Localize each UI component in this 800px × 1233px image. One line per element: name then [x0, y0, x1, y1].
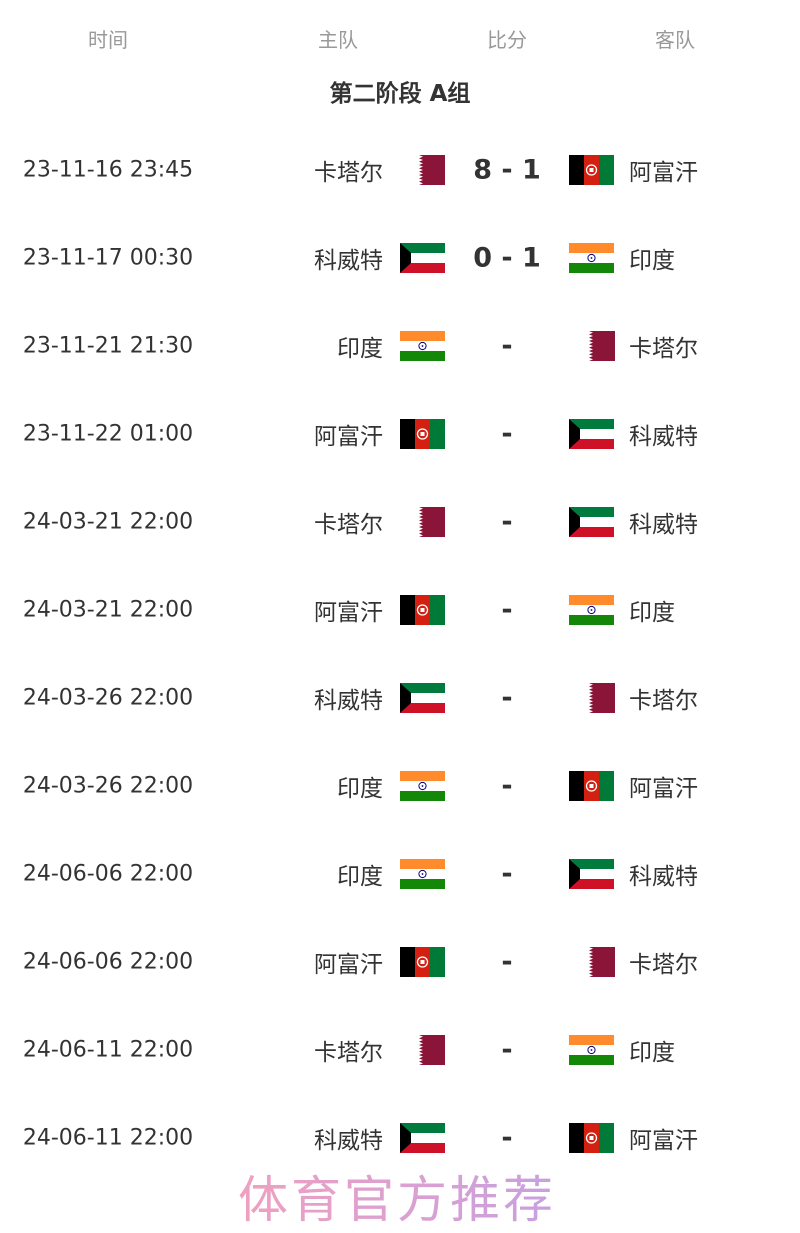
match-score: - [501, 330, 513, 362]
india-flag-icon [400, 771, 445, 801]
match-time: 24-03-26 22:00 [22, 685, 194, 711]
header-score: 比分 [487, 28, 527, 52]
match-time: 24-06-11 22:00 [22, 1125, 194, 1151]
qatar-flag-icon [583, 947, 615, 977]
kuwait-flag-icon [400, 243, 445, 273]
qatar-flag-icon [413, 155, 445, 185]
home-team: 阿富汗 [314, 952, 383, 978]
home-team: 卡塔尔 [314, 1040, 383, 1066]
header-time: 时间 [88, 28, 128, 52]
home-team: 科威特 [314, 248, 383, 274]
home-team: 科威特 [314, 688, 383, 714]
match-row[interactable]: 24-03-26 22:00 科威特 - 卡塔尔 [0, 668, 800, 728]
match-row[interactable]: 24-03-26 22:00 印度 - 阿富汗 [0, 756, 800, 816]
match-time: 24-06-06 22:00 [22, 861, 194, 887]
match-row[interactable]: 23-11-16 23:45 卡塔尔 8 - 1 阿富汗 [0, 140, 800, 200]
qatar-flag-icon [413, 1035, 445, 1065]
kuwait-flag-icon [569, 419, 614, 449]
match-row[interactable]: 24-06-06 22:00 印度 - 科威特 [0, 844, 800, 904]
home-team: 印度 [337, 864, 383, 890]
away-team: 卡塔尔 [629, 952, 698, 978]
match-time: 24-03-26 22:00 [22, 773, 194, 799]
match-score: 0 - 1 [473, 242, 541, 274]
match-score: - [501, 418, 513, 450]
match-row[interactable]: 23-11-21 21:30 印度 - 卡塔尔 [0, 316, 800, 376]
kuwait-flag-icon [400, 683, 445, 713]
away-team: 卡塔尔 [629, 336, 698, 362]
match-row[interactable]: 24-06-11 22:00 科威特 - 阿富汗 [0, 1108, 800, 1168]
india-flag-icon [569, 595, 614, 625]
home-team: 卡塔尔 [314, 512, 383, 538]
away-team: 科威特 [629, 864, 698, 890]
match-time: 24-03-21 22:00 [22, 509, 194, 535]
match-row[interactable]: 24-03-21 22:00 卡塔尔 - 科威特 [0, 492, 800, 552]
match-score: - [501, 1122, 513, 1154]
kuwait-flag-icon [569, 859, 614, 889]
away-team: 卡塔尔 [629, 688, 698, 714]
match-score: - [501, 1034, 513, 1066]
home-team: 科威特 [314, 1128, 383, 1154]
india-flag-icon [569, 243, 614, 273]
match-score: - [501, 770, 513, 802]
match-score: - [501, 506, 513, 538]
match-time: 23-11-21 21:30 [22, 333, 194, 359]
home-team: 卡塔尔 [314, 160, 383, 186]
kuwait-flag-icon [400, 1123, 445, 1153]
match-row[interactable]: 24-03-21 22:00 阿富汗 - 印度 [0, 580, 800, 640]
away-team: 阿富汗 [629, 160, 698, 186]
afghanistan-flag-icon [400, 595, 445, 625]
afghanistan-flag-icon [569, 1123, 614, 1153]
qatar-flag-icon [583, 331, 615, 361]
match-score: - [501, 594, 513, 626]
match-score: 8 - 1 [473, 154, 541, 186]
match-row[interactable]: 24-06-11 22:00 卡塔尔 - 印度 [0, 1020, 800, 1080]
match-row[interactable]: 23-11-17 00:30 科威特 0 - 1 印度 [0, 228, 800, 288]
home-team: 阿富汗 [314, 424, 383, 450]
group-title: 第二阶段 A组 [329, 81, 471, 107]
match-score: - [501, 946, 513, 978]
away-team: 科威特 [629, 424, 698, 450]
match-time: 24-06-11 22:00 [22, 1037, 194, 1063]
afghanistan-flag-icon [569, 155, 614, 185]
header-home: 主队 [318, 28, 358, 52]
india-flag-icon [569, 1035, 614, 1065]
match-row[interactable]: 24-06-06 22:00 阿富汗 - 卡塔尔 [0, 932, 800, 992]
kuwait-flag-icon [569, 507, 614, 537]
qatar-flag-icon [583, 683, 615, 713]
match-time: 23-11-17 00:30 [22, 245, 194, 271]
afghanistan-flag-icon [569, 771, 614, 801]
header-away: 客队 [655, 28, 695, 52]
away-team: 科威特 [629, 512, 698, 538]
away-team: 阿富汗 [629, 776, 698, 802]
india-flag-icon [400, 859, 445, 889]
away-team: 印度 [629, 600, 675, 626]
match-row[interactable]: 23-11-22 01:00 阿富汗 - 科威特 [0, 404, 800, 464]
match-score: - [501, 682, 513, 714]
afghanistan-flag-icon [400, 419, 445, 449]
watermark: 体育官方推荐 [238, 1171, 556, 1229]
india-flag-icon [400, 331, 445, 361]
away-team: 阿富汗 [629, 1128, 698, 1154]
match-time: 23-11-16 23:45 [22, 157, 194, 183]
home-team: 阿富汗 [314, 600, 383, 626]
home-team: 印度 [337, 336, 383, 362]
away-team: 印度 [629, 248, 675, 274]
match-time: 24-03-21 22:00 [22, 597, 194, 623]
match-score: - [501, 858, 513, 890]
away-team: 印度 [629, 1040, 675, 1066]
match-time: 24-06-06 22:00 [22, 949, 194, 975]
match-time: 23-11-22 01:00 [22, 421, 194, 447]
home-team: 印度 [337, 776, 383, 802]
qatar-flag-icon [413, 507, 445, 537]
afghanistan-flag-icon [400, 947, 445, 977]
